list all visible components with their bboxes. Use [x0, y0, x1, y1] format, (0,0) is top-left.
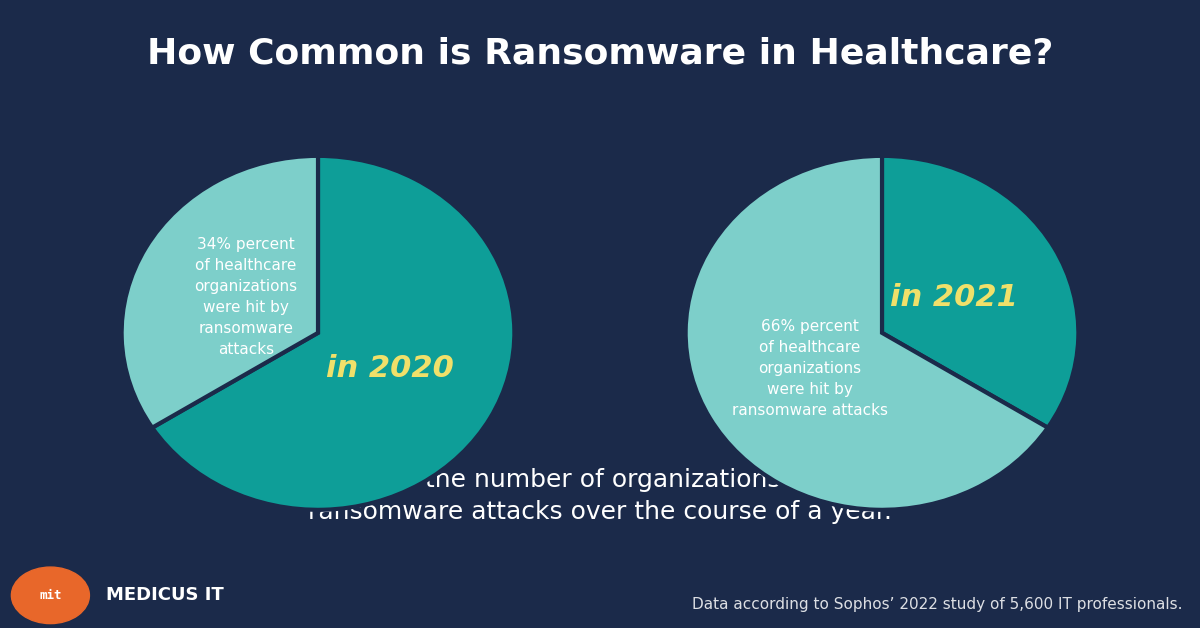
Text: Data according to Sophos’ 2022 study of 5,600 IT professionals.: Data according to Sophos’ 2022 study of …	[691, 597, 1182, 612]
Wedge shape	[685, 156, 1048, 510]
Text: 34% percent
of healthcare
organizations
were hit by
ransomware
attacks: 34% percent of healthcare organizations …	[194, 237, 298, 357]
Text: in 2021: in 2021	[890, 283, 1019, 311]
Text: How Common is Ransomware in Healthcare?: How Common is Ransomware in Healthcare?	[146, 36, 1054, 70]
Text: MEDICUS IT: MEDICUS IT	[106, 587, 223, 604]
Text: in 2020: in 2020	[326, 354, 455, 383]
Wedge shape	[882, 156, 1079, 428]
Text: mit: mit	[40, 589, 61, 602]
Wedge shape	[121, 156, 318, 428]
Ellipse shape	[12, 567, 90, 624]
Text: ransomware attacks over the course of a year.: ransomware attacks over the course of a …	[308, 500, 892, 524]
Text: 66% percent
of healthcare
organizations
were hit by
ransomware attacks: 66% percent of healthcare organizations …	[732, 319, 888, 418]
Text: Almost twice the number of organizations experienced: Almost twice the number of organizations…	[257, 468, 943, 492]
Wedge shape	[152, 156, 515, 510]
